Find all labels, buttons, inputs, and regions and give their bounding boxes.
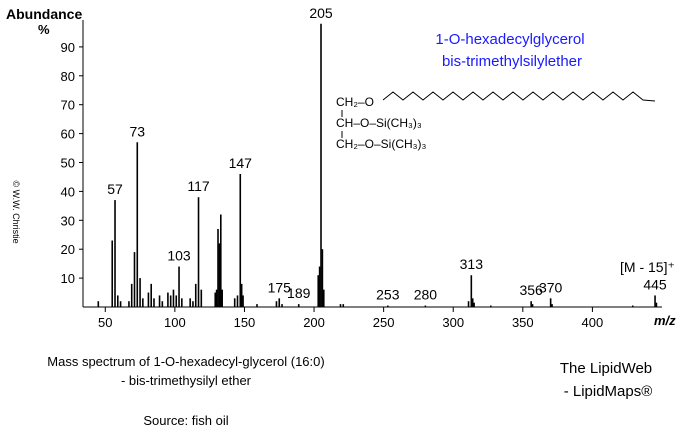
peak-label: 147 xyxy=(229,155,253,171)
y-tick-label: 20 xyxy=(61,242,75,257)
x-tick-label: 100 xyxy=(164,315,186,330)
compound-name: bis-trimethylsilylether xyxy=(442,53,582,70)
peak-label: 253 xyxy=(376,287,400,303)
y-tick-label: 40 xyxy=(61,184,75,199)
y-tick-label: 60 xyxy=(61,127,75,142)
y-tick-label: 80 xyxy=(61,69,75,84)
x-tick-label: 400 xyxy=(582,315,604,330)
peak-label: 103 xyxy=(167,248,191,264)
alkyl-chain xyxy=(382,91,656,102)
caption: - bis-trimethysilyl ether xyxy=(121,373,252,388)
y-tick-label: 30 xyxy=(61,213,75,228)
x-tick-label: 300 xyxy=(442,315,464,330)
peak-label: 73 xyxy=(129,123,145,139)
y-axis-label: Abundance xyxy=(6,6,82,22)
y-tick-label: 10 xyxy=(61,271,75,286)
y-axis-unit: % xyxy=(38,22,50,37)
annotation: [M - 15]⁺ xyxy=(620,259,675,275)
peak-label: 356 xyxy=(519,282,543,298)
compound-name: 1-O-hexadecylglycerol xyxy=(435,31,584,48)
x-axis-label: m/z xyxy=(654,313,676,328)
copyright: © W.W. Christie xyxy=(11,180,21,243)
x-tick-label: 50 xyxy=(98,315,112,330)
credit: - LipidMaps® xyxy=(564,383,653,400)
peak-label: 57 xyxy=(107,181,123,197)
structure-line: CH₂–O–Si(CH₃)₃ xyxy=(336,137,427,151)
peak-label: 370 xyxy=(539,279,563,295)
x-tick-label: 150 xyxy=(234,315,256,330)
x-tick-label: 350 xyxy=(512,315,534,330)
source: Source: fish oil xyxy=(143,413,228,428)
y-tick-label: 70 xyxy=(61,98,75,113)
credit: The LipidWeb xyxy=(560,360,652,377)
structure-line: CH₂–O xyxy=(336,95,374,109)
y-tick-label: 50 xyxy=(61,156,75,171)
caption: Mass spectrum of 1-O-hexadecyl-glycerol … xyxy=(47,354,324,369)
y-tick-label: 90 xyxy=(61,40,75,55)
peak-label: 117 xyxy=(187,178,210,194)
peak-label: 189 xyxy=(287,285,311,301)
x-tick-label: 200 xyxy=(303,315,325,330)
structure-line: CH–O–Si(CH₃)₃ xyxy=(336,116,422,130)
x-tick-label: 250 xyxy=(373,315,395,330)
peak-label: 280 xyxy=(414,287,438,303)
peak-label: 313 xyxy=(460,256,484,272)
peak-label: 175 xyxy=(268,279,292,295)
peak-label: 445 xyxy=(643,276,667,292)
peak-label: 205 xyxy=(309,5,333,21)
